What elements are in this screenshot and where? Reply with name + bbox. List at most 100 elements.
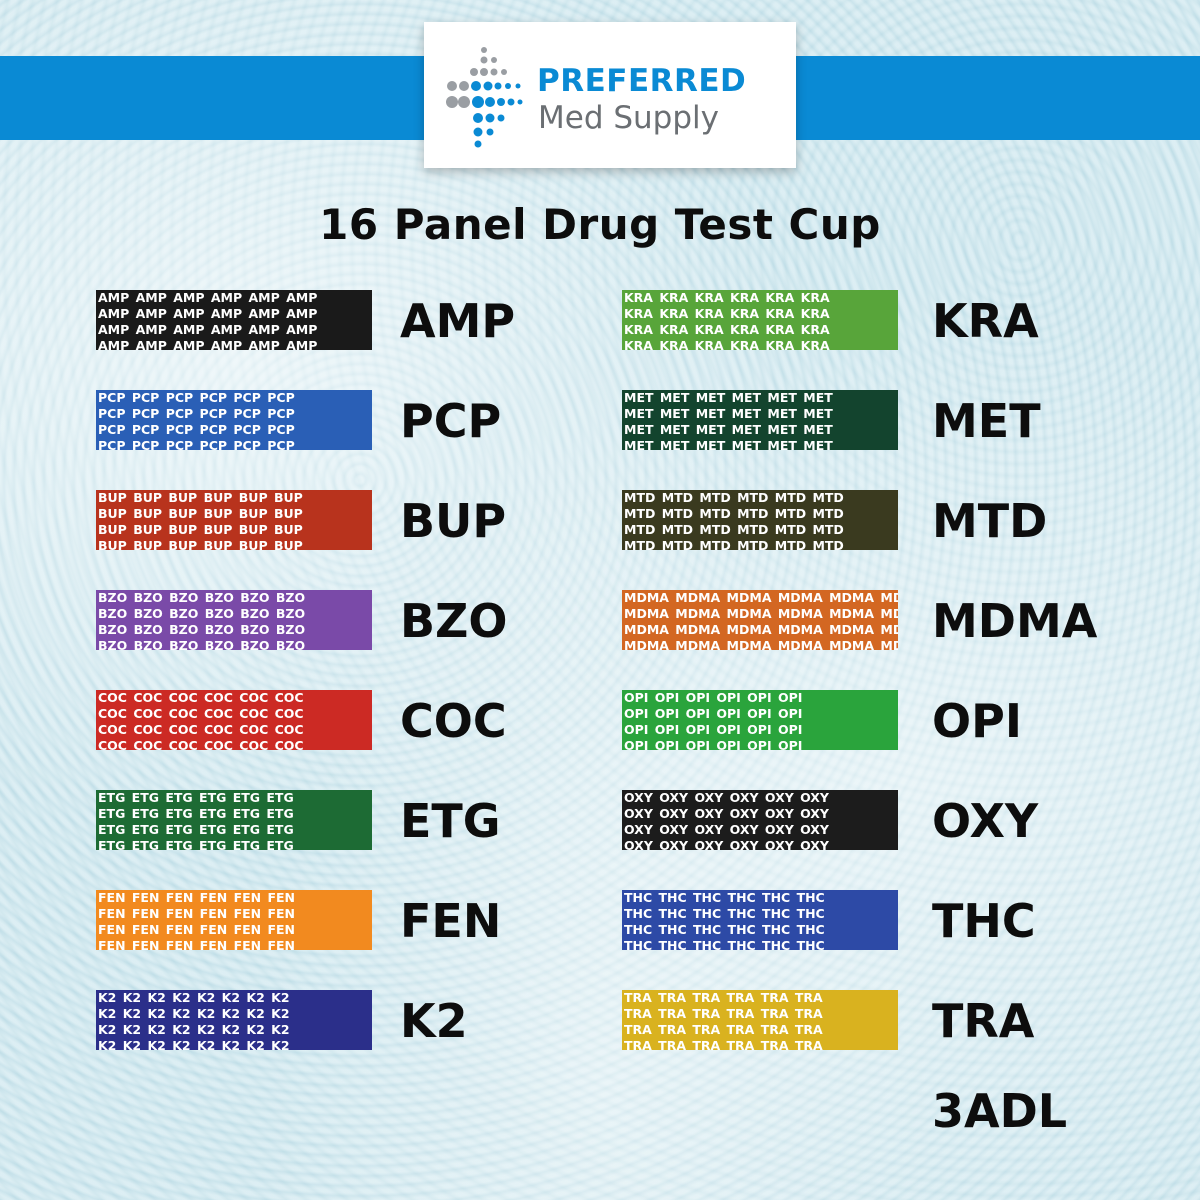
- strip-text-row: MTD MTD MTD MTD MTD MTD: [624, 538, 844, 550]
- strip-text-row: AMP AMP AMP AMP AMP AMP: [98, 338, 318, 350]
- panel-code-thc: THC: [932, 894, 1036, 948]
- test-strip-fen: FEN FEN FEN FEN FEN FEN FEN FEN FEN FEN F…: [96, 890, 372, 950]
- strip-text-row: MTD MTD MTD MTD MTD MTD: [624, 490, 844, 505]
- strip-text-row: MDMA MDMA MDMA MDMA MDMA MDMA: [624, 622, 898, 637]
- strip-text-row: AMP AMP AMP AMP AMP AMP: [98, 290, 318, 305]
- strip-text-row: PCP PCP PCP PCP PCP PCP: [98, 438, 295, 450]
- strip-text-row: BUP BUP BUP BUP BUP BUP: [98, 506, 303, 521]
- test-strip-pcp: PCP PCP PCP PCP PCP PCP PCP PCP PCP PCP P…: [96, 390, 372, 450]
- strip-text-row: PCP PCP PCP PCP PCP PCP: [98, 406, 295, 421]
- brand-name-line1: PREFERRED: [537, 63, 747, 99]
- strip-text-row: BUP BUP BUP BUP BUP BUP: [98, 490, 303, 505]
- strip-text-row: COC COC COC COC COC COC: [98, 690, 304, 705]
- strip-text-row: KRA KRA KRA KRA KRA KRA: [624, 290, 830, 305]
- panel-code-etg: ETG: [400, 794, 501, 848]
- test-strip-bzo: BZO BZO BZO BZO BZO BZO BZO BZO BZO BZO B…: [96, 590, 372, 650]
- strip-text-row: THC THC THC THC THC THC: [624, 890, 825, 905]
- panel-code-fen: FEN: [400, 894, 502, 948]
- strip-text-row: OXY OXY OXY OXY OXY OXY: [624, 822, 829, 837]
- strip-text-row: FEN FEN FEN FEN FEN FEN: [98, 922, 295, 937]
- strip-text-row: K2 K2 K2 K2 K2 K2 K2 K2: [98, 1022, 290, 1037]
- strip-text-row: COC COC COC COC COC COC: [98, 722, 304, 737]
- test-strip-etg: ETG ETG ETG ETG ETG ETG ETG ETG ETG ETG E…: [96, 790, 372, 850]
- strip-text-row: KRA KRA KRA KRA KRA KRA: [624, 306, 830, 321]
- panel-code-mdma: MDMA: [932, 594, 1098, 648]
- strip-text-row: COC COC COC COC COC COC: [98, 738, 304, 750]
- strip-text-row: MET MET MET MET MET MET: [624, 422, 833, 437]
- strip-text-row: MDMA MDMA MDMA MDMA MDMA MDMA: [624, 590, 898, 605]
- strip-text-row: TRA TRA TRA TRA TRA TRA: [624, 1038, 823, 1050]
- panel-code-opi: OPI: [932, 694, 1022, 748]
- strip-text-row: K2 K2 K2 K2 K2 K2 K2 K2: [98, 1038, 290, 1050]
- strip-text-row: BUP BUP BUP BUP BUP BUP: [98, 522, 303, 537]
- strip-text-row: MDMA MDMA MDMA MDMA MDMA MDMA: [624, 606, 898, 621]
- strip-text-row: ETG ETG ETG ETG ETG ETG: [98, 822, 294, 837]
- test-strip-kra: KRA KRA KRA KRA KRA KRA KRA KRA KRA KRA K…: [622, 290, 898, 350]
- logo-dots-icon: [446, 47, 523, 148]
- strip-text-row: K2 K2 K2 K2 K2 K2 K2 K2: [98, 990, 290, 1005]
- strip-text-row: FEN FEN FEN FEN FEN FEN: [98, 938, 295, 950]
- brand-name-line2: Med Supply: [538, 100, 719, 136]
- test-strip-opi: OPI OPI OPI OPI OPI OPI OPI OPI OPI OPI O…: [622, 690, 898, 750]
- strip-text-row: MET MET MET MET MET MET: [624, 390, 833, 405]
- test-strip-coc: COC COC COC COC COC COC COC COC COC COC C…: [96, 690, 372, 750]
- test-strip-bup: BUP BUP BUP BUP BUP BUP BUP BUP BUP BUP B…: [96, 490, 372, 550]
- strip-text-row: BUP BUP BUP BUP BUP BUP: [98, 538, 303, 550]
- test-strip-met: MET MET MET MET MET MET MET MET MET MET M…: [622, 390, 898, 450]
- panel-code-oxy: OXY: [932, 794, 1039, 848]
- strip-text-row: ETG ETG ETG ETG ETG ETG: [98, 838, 294, 850]
- strip-text-row: COC COC COC COC COC COC: [98, 706, 304, 721]
- strip-text-row: TRA TRA TRA TRA TRA TRA: [624, 990, 823, 1005]
- strip-text-row: OXY OXY OXY OXY OXY OXY: [624, 806, 829, 821]
- panel-code-coc: COC: [400, 694, 507, 748]
- strip-text-row: OPI OPI OPI OPI OPI OPI: [624, 738, 803, 750]
- strip-text-row: BZO BZO BZO BZO BZO BZO: [98, 622, 306, 637]
- strip-text-row: AMP AMP AMP AMP AMP AMP: [98, 322, 318, 337]
- panel-code-mtd: MTD: [932, 494, 1048, 548]
- test-strip-tra: TRA TRA TRA TRA TRA TRA TRA TRA TRA TRA T…: [622, 990, 898, 1050]
- test-strip-mtd: MTD MTD MTD MTD MTD MTD MTD MTD MTD MTD M…: [622, 490, 898, 550]
- strip-text-row: PCP PCP PCP PCP PCP PCP: [98, 422, 295, 437]
- strip-text-row: PCP PCP PCP PCP PCP PCP: [98, 390, 295, 405]
- strip-text-row: ETG ETG ETG ETG ETG ETG: [98, 806, 294, 821]
- strip-text-row: BZO BZO BZO BZO BZO BZO: [98, 590, 306, 605]
- strip-text-row: TRA TRA TRA TRA TRA TRA: [624, 1022, 823, 1037]
- strip-text-row: KRA KRA KRA KRA KRA KRA: [624, 322, 830, 337]
- test-strip-oxy: OXY OXY OXY OXY OXY OXY OXY OXY OXY OXY O…: [622, 790, 898, 850]
- strip-text-row: MTD MTD MTD MTD MTD MTD: [624, 506, 844, 521]
- strip-text-row: TRA TRA TRA TRA TRA TRA: [624, 1006, 823, 1021]
- test-strip-k2: K2 K2 K2 K2 K2 K2 K2 K2 K2 K2 K2 K2 K2 K2…: [96, 990, 372, 1050]
- brand-logo[interactable]: PREFERRED Med Supply: [424, 22, 796, 168]
- panel-code-pcp: PCP: [400, 394, 502, 448]
- strip-text-row: OXY OXY OXY OXY OXY OXY: [624, 790, 829, 805]
- strip-text-row: KRA KRA KRA KRA KRA KRA: [624, 338, 830, 350]
- panel-code-bup: BUP: [400, 494, 507, 548]
- panel-code-kra: KRA: [932, 294, 1039, 348]
- strip-text-row: AMP AMP AMP AMP AMP AMP: [98, 306, 318, 321]
- strip-text-row: BZO BZO BZO BZO BZO BZO: [98, 606, 306, 621]
- panel-code-k2: K2: [400, 994, 468, 1048]
- panel-code-bzo: BZO: [400, 594, 508, 648]
- panel-code-met: MET: [932, 394, 1041, 448]
- strip-text-row: OXY OXY OXY OXY OXY OXY: [624, 838, 829, 850]
- panel-code-tra: TRA: [932, 994, 1035, 1048]
- strip-text-row: BZO BZO BZO BZO BZO BZO: [98, 638, 306, 650]
- strip-text-row: FEN FEN FEN FEN FEN FEN: [98, 890, 295, 905]
- strip-text-row: THC THC THC THC THC THC: [624, 906, 825, 921]
- page-title: 16 Panel Drug Test Cup: [319, 200, 881, 249]
- strip-text-row: FEN FEN FEN FEN FEN FEN: [98, 906, 295, 921]
- strip-text-row: ETG ETG ETG ETG ETG ETG: [98, 790, 294, 805]
- strip-text-row: THC THC THC THC THC THC: [624, 938, 825, 950]
- test-strip-thc: THC THC THC THC THC THC THC THC THC THC T…: [622, 890, 898, 950]
- strip-text-row: MET MET MET MET MET MET: [624, 406, 833, 421]
- test-strip-amp: AMP AMP AMP AMP AMP AMP AMP AMP AMP AMP A…: [96, 290, 372, 350]
- strip-text-row: OPI OPI OPI OPI OPI OPI: [624, 690, 803, 705]
- strip-text-row: K2 K2 K2 K2 K2 K2 K2 K2: [98, 1006, 290, 1021]
- test-strip-mdma: MDMA MDMA MDMA MDMA MDMA MDMA MDMA MDMA M…: [622, 590, 898, 650]
- strip-text-row: MDMA MDMA MDMA MDMA MDMA MDMA: [624, 638, 898, 650]
- strip-text-row: MET MET MET MET MET MET: [624, 438, 833, 450]
- strip-text-row: THC THC THC THC THC THC: [624, 922, 825, 937]
- strip-text-row: OPI OPI OPI OPI OPI OPI: [624, 706, 803, 721]
- strip-text-row: MTD MTD MTD MTD MTD MTD: [624, 522, 844, 537]
- panel-code-amp: AMP: [400, 294, 516, 348]
